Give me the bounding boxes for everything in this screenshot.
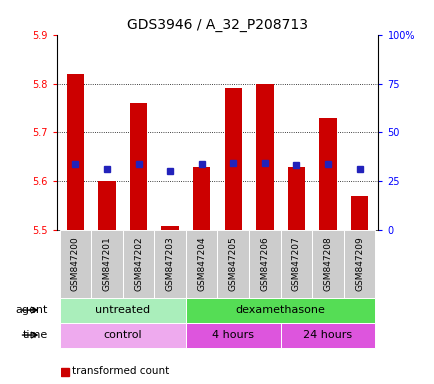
Text: 4 hours: 4 hours xyxy=(212,330,254,340)
Bar xyxy=(161,225,178,230)
Bar xyxy=(98,182,115,230)
Text: control: control xyxy=(103,330,142,340)
Text: 24 hours: 24 hours xyxy=(302,330,352,340)
Bar xyxy=(350,196,367,230)
Text: GSM847201: GSM847201 xyxy=(102,237,111,291)
Text: transformed count: transformed count xyxy=(72,366,169,376)
Text: GSM847204: GSM847204 xyxy=(197,237,206,291)
Bar xyxy=(193,167,210,230)
Text: time: time xyxy=(23,330,48,340)
Text: agent: agent xyxy=(16,305,48,315)
Bar xyxy=(256,84,273,230)
Bar xyxy=(67,74,84,230)
Text: GSM847209: GSM847209 xyxy=(354,237,363,291)
Text: dexamethasone: dexamethasone xyxy=(235,305,325,315)
Text: untreated: untreated xyxy=(95,305,150,315)
Text: GSM847200: GSM847200 xyxy=(71,237,80,291)
Text: GSM847208: GSM847208 xyxy=(323,237,332,291)
Text: GSM847203: GSM847203 xyxy=(165,237,174,291)
Bar xyxy=(287,167,304,230)
Bar xyxy=(319,118,336,230)
Text: GSM847205: GSM847205 xyxy=(228,237,237,291)
Text: GSM847202: GSM847202 xyxy=(134,237,143,291)
Bar xyxy=(130,103,147,230)
Bar xyxy=(224,88,241,230)
Text: GSM847206: GSM847206 xyxy=(260,237,269,291)
Text: GSM847207: GSM847207 xyxy=(291,237,300,291)
Title: GDS3946 / A_32_P208713: GDS3946 / A_32_P208713 xyxy=(127,18,307,32)
